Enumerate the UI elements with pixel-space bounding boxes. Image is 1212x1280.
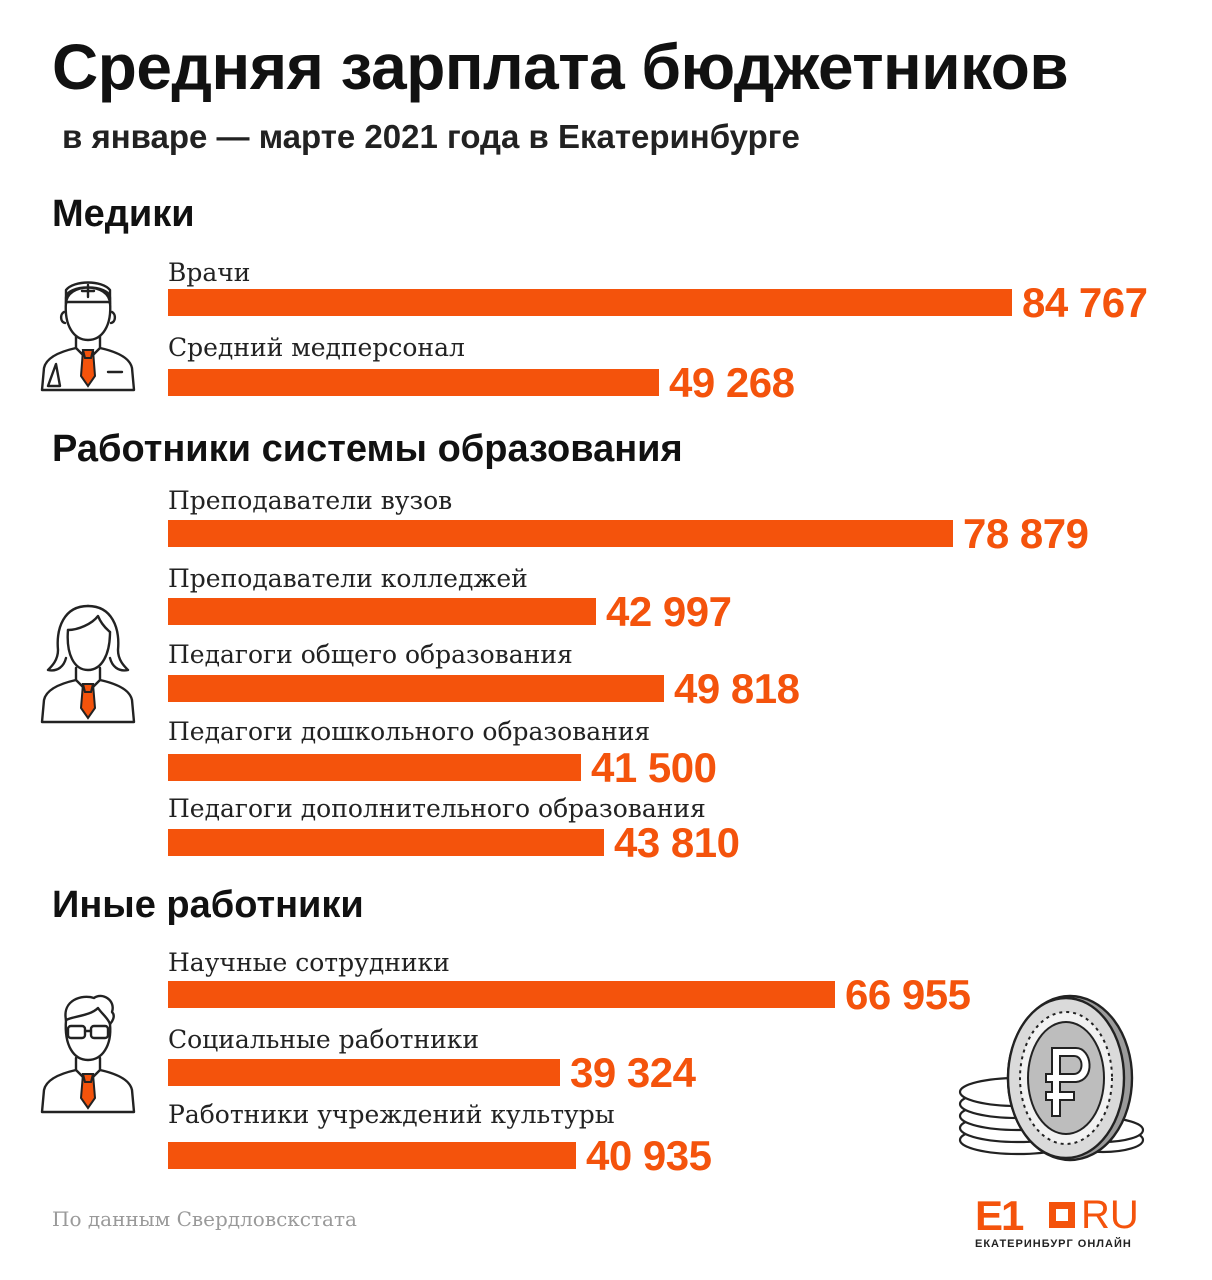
bar-label: Научные сотрудники <box>168 948 450 977</box>
bar <box>168 1142 576 1169</box>
logo-domain: RU <box>1081 1193 1139 1237</box>
bar <box>168 289 1012 316</box>
doctor-icon <box>40 281 136 392</box>
chart-subtitle: в январе — марте 2021 года в Екатеринбур… <box>62 118 800 155</box>
bar-value-label: 40 935 <box>586 1132 712 1179</box>
bar <box>168 1059 560 1086</box>
teacher-icon <box>40 604 136 724</box>
bar <box>168 598 596 625</box>
bar <box>168 829 604 856</box>
bar-value-label: 39 324 <box>570 1049 696 1096</box>
logo-tagline: ЕКАТЕРИНБУРГ ОНЛАЙН <box>975 1238 1132 1250</box>
e1-logo[interactable]: E1 RU ЕКАТЕРИНБУРГ ОНЛАЙН <box>975 1192 1165 1252</box>
bar-value-label: 41 500 <box>591 744 717 791</box>
bar-label: Педагоги дошкольного образования <box>168 717 651 746</box>
bar-label: Преподаватели колледжей <box>168 564 528 593</box>
bar-value-label: 49 268 <box>669 359 795 406</box>
logo-square-icon <box>1049 1202 1075 1228</box>
bar-value-label: 78 879 <box>963 510 1089 557</box>
bar-value-label: 49 818 <box>674 665 800 712</box>
group-title-other: Иные работники <box>52 884 364 926</box>
source-note: По данным Свердловскстата <box>52 1207 357 1231</box>
group-title-education: Работники системы образования <box>52 428 683 470</box>
bar-label: Педагоги дополнительного образования <box>168 794 706 823</box>
bar-label: Работники учреждений культуры <box>168 1100 615 1129</box>
worker-icon <box>40 994 136 1114</box>
chart-title: Средняя зарплата бюджетников <box>52 31 1069 103</box>
bar <box>168 675 664 702</box>
bar <box>168 520 953 547</box>
bar-value-label: 84 767 <box>1022 279 1148 326</box>
bar-label: Преподаватели вузов <box>168 486 453 515</box>
bar <box>168 981 835 1008</box>
bar-label: Социальные работники <box>168 1025 480 1054</box>
bar <box>168 754 581 781</box>
bar-label: Педагоги общего образования <box>168 640 573 669</box>
bar-value-label: 42 997 <box>606 588 732 635</box>
bar <box>168 369 659 396</box>
bar-label: Врачи <box>168 258 251 287</box>
bar-value-label: 66 955 <box>845 971 971 1018</box>
logo-mark: E1 <box>975 1192 1024 1239</box>
bar-value-label: 43 810 <box>614 819 740 866</box>
group-title-medics: Медики <box>52 193 195 235</box>
ruble-coins-icon <box>958 994 1145 1162</box>
bar-label: Средний медперсонал <box>168 333 465 362</box>
